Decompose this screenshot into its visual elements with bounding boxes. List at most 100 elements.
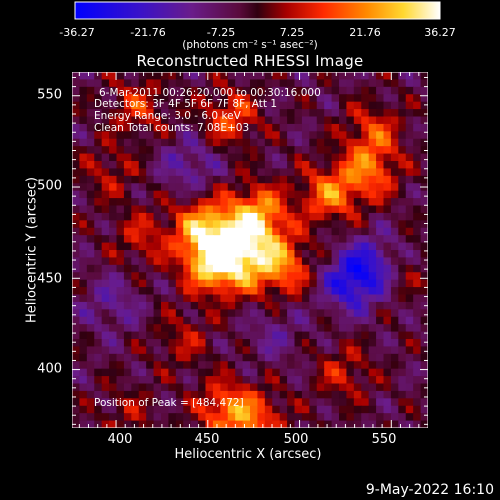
heatmap-cell: [316, 383, 325, 392]
heatmap-cell: [346, 146, 355, 155]
heatmap-cell: [94, 309, 103, 318]
heatmap-cell: [116, 116, 125, 125]
heatmap-cell: [138, 205, 147, 214]
heatmap-cell: [368, 161, 377, 170]
heatmap-cell: [390, 146, 399, 155]
heatmap-cell: [257, 405, 266, 414]
heatmap-cell: [79, 405, 88, 414]
heatmap-cell: [324, 86, 333, 95]
heatmap-cell: [390, 220, 399, 229]
heatmap-cell: [242, 235, 251, 244]
heatmap-cell: [227, 146, 236, 155]
heatmap-cell: [101, 346, 110, 355]
heatmap-cell: [94, 138, 103, 147]
heatmap-cell: [398, 250, 407, 259]
heatmap-cell: [413, 79, 422, 88]
heatmap-cell: [153, 212, 162, 221]
heatmap-cell: [405, 79, 414, 88]
heatmap-cell: [324, 168, 333, 177]
heatmap-cell: [368, 287, 377, 296]
heatmap-cell: [309, 109, 318, 118]
heatmap-cell: [346, 316, 355, 325]
x-tick-label: 450: [194, 432, 220, 447]
heatmap-cell: [420, 390, 428, 399]
heatmap-cell: [257, 242, 266, 251]
heatmap-cell: [279, 205, 288, 214]
heatmap-cell: [346, 101, 355, 110]
heatmap-cell: [272, 331, 281, 340]
heatmap-cell: [316, 212, 325, 221]
heatmap-cell: [294, 101, 303, 110]
heatmap-cell: [361, 190, 370, 199]
heatmap-cell: [331, 346, 340, 355]
heatmap-cell: [146, 316, 155, 325]
heatmap-cell: [175, 220, 184, 229]
heatmap-cell: [324, 353, 333, 362]
heatmap-cell: [405, 116, 414, 125]
heatmap-cell: [294, 116, 303, 125]
heatmap-cell: [287, 301, 296, 310]
heatmap-cell: [242, 301, 251, 310]
heatmap-cell: [301, 198, 310, 207]
heatmap-cell: [316, 272, 325, 281]
heatmap-cell: [86, 198, 95, 207]
heatmap-cell: [198, 190, 207, 199]
heatmap-cell: [94, 361, 103, 370]
heatmap-cell: [205, 398, 214, 407]
heatmap-cell: [294, 272, 303, 281]
heatmap-cell: [227, 287, 236, 296]
heatmap-cell: [264, 175, 273, 184]
heatmap-cell: [168, 131, 177, 140]
heatmap-cell: [138, 212, 147, 221]
heatmap-cell: [383, 257, 392, 266]
heatmap-cell: [94, 287, 103, 296]
heatmap-cell: [101, 272, 110, 281]
heatmap-cell: [190, 86, 199, 95]
heatmap-cell: [405, 346, 414, 355]
heatmap-cell: [190, 109, 199, 118]
heatmap-cell: [294, 198, 303, 207]
heatmap-cell: [116, 368, 125, 377]
heatmap-cell: [183, 242, 192, 251]
heatmap-cell: [376, 383, 385, 392]
heatmap-cell: [235, 198, 244, 207]
heatmap-cell: [272, 257, 281, 266]
heatmap-cell: [198, 405, 207, 414]
heatmap-cell: [279, 294, 288, 303]
heatmap-cell: [183, 361, 192, 370]
heatmap-cell: [353, 227, 362, 236]
heatmap-cell: [294, 212, 303, 221]
heatmap-cell: [264, 227, 273, 236]
heatmap-cell: [353, 301, 362, 310]
heatmap-cell: [361, 94, 370, 103]
heatmap-cell: [198, 79, 207, 88]
heatmap-cell: [405, 413, 414, 422]
heatmap-cell: [109, 376, 118, 385]
heatmap-cell: [287, 398, 296, 407]
heatmap-cell: [264, 264, 273, 273]
heatmap-cell: [138, 235, 147, 244]
heatmap-cell: [383, 198, 392, 207]
heatmap-cell: [250, 212, 259, 221]
heatmap-cell: [353, 161, 362, 170]
heatmap-cell: [138, 138, 147, 147]
heatmap-cell: [101, 131, 110, 140]
heatmap-cell: [79, 212, 88, 221]
heatmap-cell: [272, 138, 281, 147]
heatmap-cell: [250, 324, 259, 333]
heatmap-cell: [212, 250, 221, 259]
heatmap-cell: [316, 161, 325, 170]
heatmap-cell: [316, 316, 325, 325]
heatmap-cell: [235, 309, 244, 318]
heatmap-cell: [242, 94, 251, 103]
heatmap-cell: [109, 109, 118, 118]
heatmap-cell: [86, 390, 95, 399]
heatmap-cell: [198, 301, 207, 310]
heatmap-cell: [205, 198, 214, 207]
heatmap-cell: [153, 161, 162, 170]
heatmap-cell: [116, 205, 125, 214]
heatmap-cell: [212, 264, 221, 273]
heatmap-cell: [220, 86, 229, 95]
heatmap-cell: [123, 346, 132, 355]
heatmap-cell: [413, 264, 422, 273]
